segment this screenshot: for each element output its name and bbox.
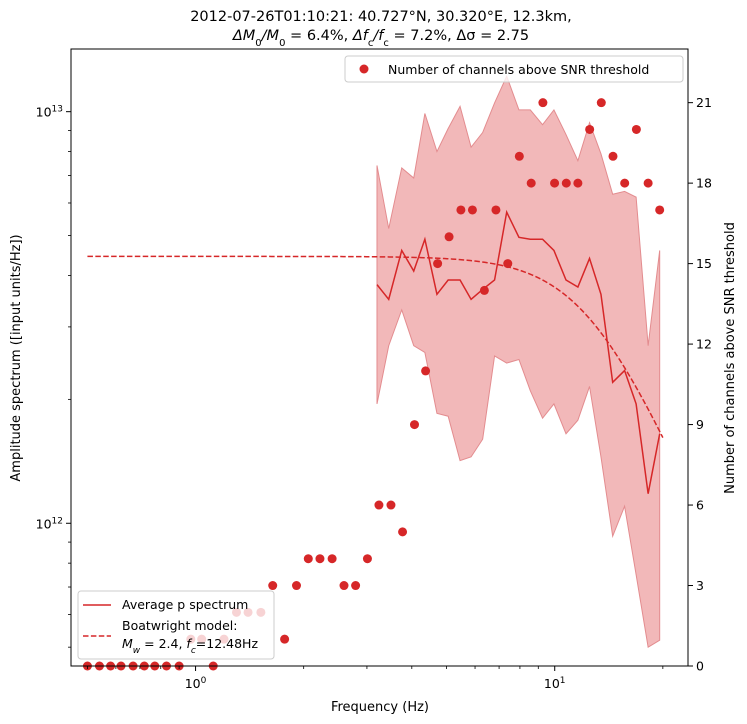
snr-point	[421, 366, 431, 376]
snr-point	[398, 527, 408, 537]
title-dm0: ΔM	[232, 28, 256, 44]
snr-point	[573, 178, 583, 188]
title-c2-sub: c	[383, 38, 389, 49]
snr-point	[327, 554, 337, 564]
snr-point	[550, 178, 560, 188]
snr-point	[620, 178, 630, 188]
legend-fc-rest: =12.48Hz	[196, 636, 259, 651]
snr-point	[608, 151, 618, 161]
snr-point	[643, 178, 653, 188]
snr-point	[410, 420, 419, 430]
snr-point	[374, 500, 384, 510]
y2-tick-label: 12	[696, 337, 712, 352]
snr-point	[503, 259, 513, 269]
snr-point	[456, 205, 466, 215]
legend-mw: M	[122, 636, 133, 651]
title-eq2: = 7.2%,	[389, 28, 456, 44]
snr-point	[514, 151, 524, 161]
x-ticks: 100 101	[87, 666, 664, 691]
legend-mw-sub: w	[133, 646, 141, 656]
y2-ticks: 0 3 6 9 12 15 18 21	[688, 95, 712, 674]
snr-point	[291, 581, 301, 591]
snr-point	[303, 554, 313, 564]
title-c1-sub: c	[368, 38, 374, 49]
snr-point	[467, 205, 477, 215]
snr-point	[315, 554, 325, 564]
legend-snr-label: Number of channels above SNR threshold	[388, 62, 649, 77]
boatwright-model-line	[87, 255, 664, 438]
legend-snr-marker	[359, 64, 369, 74]
uncertainty-band	[376, 74, 661, 648]
snr-point	[444, 232, 454, 242]
x-axis-label: Frequency (Hz)	[331, 700, 429, 715]
model-layer	[87, 255, 664, 438]
title-m0b-sub: 0	[279, 38, 285, 49]
legend-fc-sub: c	[191, 646, 196, 656]
y-tick-label: 1013	[36, 105, 63, 120]
y2-axis-label: Number of channels above SNR threshold	[723, 222, 738, 494]
snr-point	[433, 259, 443, 269]
title-m0-sub: 0	[255, 38, 261, 49]
legend-fc: f	[186, 636, 192, 651]
plot-frame	[70, 48, 689, 667]
title-dsigma: Δσ = 2.75	[456, 28, 529, 44]
snr-point	[386, 500, 396, 510]
legend-spectrum-label: Average p spectrum	[122, 597, 248, 612]
snr-point	[538, 98, 548, 108]
legend-right-box	[344, 55, 684, 83]
chart-title-line2: ΔM0/M0 = 6.4%, Δfc/fc = 7.2%, Δσ = 2.75	[232, 28, 529, 49]
y2-tick-label: 0	[696, 659, 704, 674]
snr-point	[479, 285, 489, 295]
snr-point	[596, 98, 606, 108]
x-tick-label: 101	[544, 676, 566, 691]
x-tick-label: 100	[185, 676, 207, 691]
snr-point	[491, 205, 501, 215]
snr-point	[339, 581, 349, 591]
snr-point	[280, 634, 290, 644]
snr-point	[655, 205, 665, 215]
y-axis-label: Amplitude spectrum ([input units/Hz])	[9, 234, 24, 481]
y-ticks: 1012 1013	[36, 105, 71, 648]
title-dfc: Δf	[352, 28, 370, 44]
legend-mw-rest: = 2.4,	[140, 636, 186, 651]
snr-point	[268, 581, 278, 591]
snr-point	[362, 554, 372, 564]
snr-point	[561, 178, 571, 188]
snr-point	[631, 124, 641, 134]
y2-tick-label: 15	[696, 256, 712, 271]
title-slash-m: /M	[260, 28, 280, 44]
legend-model-params: Mw = 2.4, fc=12.48Hz	[122, 636, 258, 656]
chart-title-line1: 2012-07-26T01:10:21: 40.727°N, 30.320°E,…	[190, 9, 572, 25]
snr-point	[526, 178, 536, 188]
legend-right: Number of channels above SNR threshold	[344, 55, 684, 83]
snr-point	[351, 581, 361, 591]
title-slash-f: /f	[371, 28, 385, 44]
y2-tick-label: 3	[696, 578, 704, 593]
y2-tick-label: 9	[696, 417, 704, 432]
y2-tick-label: 6	[696, 498, 704, 513]
snr-point	[585, 124, 595, 134]
legend-left-box	[77, 590, 275, 660]
band-layer	[376, 74, 661, 648]
spectrum-layer	[376, 209, 661, 494]
average-spectrum-line	[376, 209, 661, 494]
legend-model-label: Boatwright model:	[122, 618, 238, 633]
title-eq1: = 6.4%,	[285, 28, 352, 44]
legend-left: Average p spectrum Boatwright model: Mw …	[77, 590, 275, 660]
y-tick-label: 1012	[36, 516, 63, 531]
y2-tick-label: 21	[696, 95, 712, 110]
y2-tick-label: 18	[696, 176, 712, 191]
